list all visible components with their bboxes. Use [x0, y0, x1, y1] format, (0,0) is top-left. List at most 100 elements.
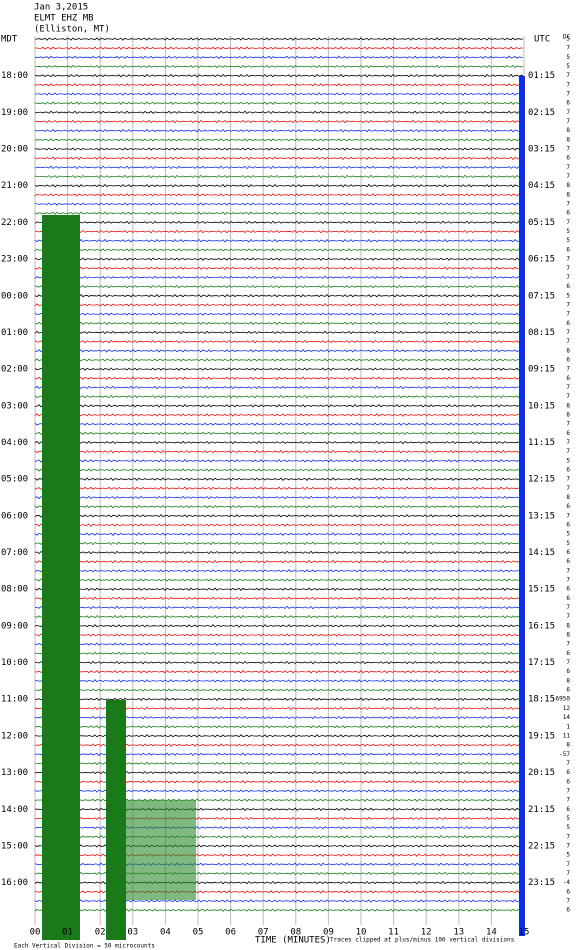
right-hour-label: 23:15: [528, 878, 555, 888]
trace: [34, 64, 524, 69]
left-hour-label: 12:00: [1, 731, 28, 741]
dc-value: 7: [566, 256, 570, 263]
dc-value: 7: [566, 842, 570, 849]
x-tick-label: 04: [160, 928, 171, 938]
clipped-bar: [519, 76, 525, 936]
dc-value: 8: [566, 136, 570, 143]
trace: [34, 202, 524, 206]
dc-value: 7: [566, 476, 570, 483]
trace: [34, 321, 524, 326]
dc-value: 7: [566, 338, 570, 345]
left-hour-label: 08:00: [1, 585, 28, 595]
dc-value: 7: [566, 201, 570, 208]
right-hour-label: 22:15: [528, 841, 555, 851]
dc-value: 7: [566, 45, 570, 52]
dc-value: 7: [566, 72, 570, 79]
dc-value: 7: [566, 870, 570, 877]
dc-value: 8: [566, 742, 570, 749]
trace: [34, 275, 524, 280]
x-tick-label: 03: [127, 928, 138, 938]
right-hour-label: 16:15: [528, 621, 555, 631]
station: ELMT EHZ MB: [34, 14, 94, 24]
dc-value: 6: [566, 430, 570, 437]
dc-value: -57: [559, 751, 570, 758]
trace: [34, 73, 524, 78]
dc-value: 8: [566, 677, 570, 684]
dc-value: 5: [566, 824, 570, 831]
x-tick-label: 13: [453, 928, 464, 938]
dc-value: 6: [566, 907, 570, 914]
x-tick-label: 01: [62, 928, 73, 938]
trace: [34, 165, 524, 170]
trace: [34, 440, 524, 445]
dc-value: 7: [566, 173, 570, 180]
dc-value: 6: [566, 283, 570, 290]
dc-value: 14: [563, 714, 571, 721]
right-hour-label: 02:15: [528, 108, 555, 118]
left-hour-label: 06:00: [1, 511, 28, 521]
trace: [35, 37, 524, 41]
dc-value: 8: [566, 191, 570, 198]
dc-value: 5: [566, 815, 570, 822]
trace: [34, 239, 524, 243]
right-hour-label: 21:15: [528, 805, 555, 815]
dc-value: 7: [566, 118, 570, 125]
trace: [34, 156, 524, 160]
trace: [34, 349, 524, 353]
dc-value: 6: [566, 155, 570, 162]
trace: [34, 303, 524, 307]
dc-value: 6: [566, 806, 570, 813]
left-hour-label: 13:00: [1, 768, 28, 778]
trace: [34, 559, 524, 564]
dc-value: 7: [566, 219, 570, 226]
dc-value: -6950: [552, 696, 570, 703]
dc-value: 7: [566, 439, 570, 446]
traces: [34, 37, 524, 912]
trace: [34, 266, 524, 270]
left-hour-label: 21:00: [1, 181, 28, 191]
x-tick-label: 15: [519, 928, 530, 938]
dc-title: DC: [563, 34, 571, 41]
trace: [35, 174, 524, 179]
dc-value: 6: [566, 558, 570, 565]
dc-value: 5: [566, 540, 570, 547]
dc-value: 7: [566, 760, 570, 767]
trace: [34, 670, 524, 674]
dc-value: 6: [566, 356, 570, 363]
dc-value: 7: [566, 897, 570, 904]
trace: [34, 624, 524, 628]
dc-value: 5: [566, 531, 570, 538]
trace: [34, 660, 524, 665]
trace: [34, 358, 524, 362]
dc-value: 7: [566, 833, 570, 840]
dc-value: 7: [566, 421, 570, 428]
left-hour-label: 19:00: [1, 108, 28, 118]
left-axis-title: MDT: [1, 35, 18, 45]
dc-value: 5: [566, 292, 570, 299]
dc-value: 12: [563, 705, 571, 712]
trace: [34, 110, 523, 115]
trace: [34, 229, 524, 234]
right-hour-label: 11:15: [528, 438, 555, 448]
trace: [34, 55, 524, 60]
trace: [34, 523, 524, 527]
dc-value: -4: [563, 879, 571, 886]
labels: 00 01 02 03 04 05 06 07 08 09 10 11 12 13 14 1557557776…: [1, 36, 570, 938]
clipped-signal: [42, 215, 80, 940]
trace: [34, 257, 524, 261]
dc-value: 7: [566, 577, 570, 584]
trace: [34, 614, 524, 619]
dc-value: 7: [566, 797, 570, 804]
right-hour-label: 05:15: [528, 218, 555, 228]
footer-right: Traces clipped at plus/minus 100 vertica…: [330, 937, 515, 944]
trace: [34, 385, 524, 390]
trace: [34, 284, 524, 289]
dc-value: 8: [566, 402, 570, 409]
dc-value: 5: [566, 228, 570, 235]
location: (Elliston, MT): [34, 25, 110, 35]
trace: [34, 697, 524, 701]
trace: [34, 449, 524, 454]
trace: [34, 651, 524, 656]
trace: [34, 569, 524, 573]
right-hour-label: 08:15: [528, 328, 555, 338]
